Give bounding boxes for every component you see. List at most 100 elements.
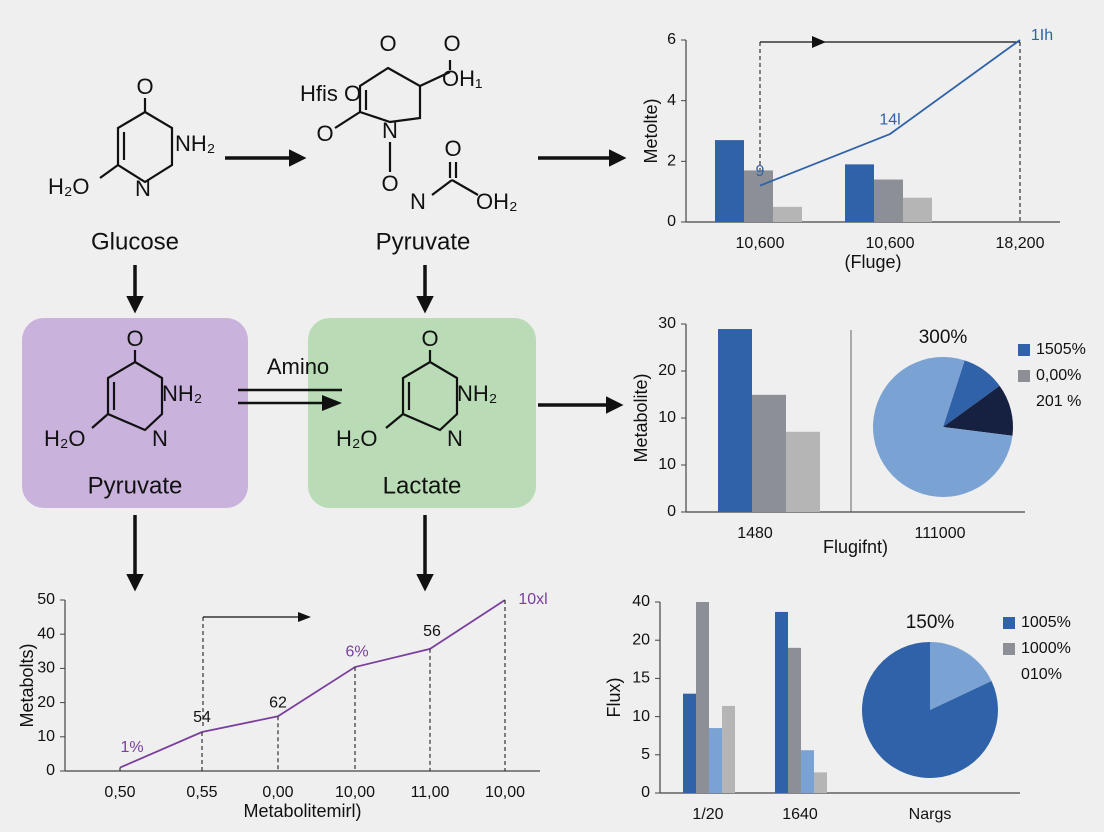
x-tick-label: 1480 xyxy=(737,525,773,542)
atom: O xyxy=(316,121,333,146)
atom: Hfis O xyxy=(300,81,361,106)
atom: NH₂ xyxy=(162,381,202,406)
legend-label: 1005% xyxy=(1021,614,1071,631)
x-tick-label: 10,600 xyxy=(866,235,915,252)
atom: H₂O xyxy=(48,174,90,199)
x-tick-label: 111000 xyxy=(914,525,965,542)
atom: O xyxy=(443,31,460,56)
pyruvate-box xyxy=(22,318,248,508)
legend-swatch xyxy=(1003,643,1015,655)
y-tick-label: 10 xyxy=(658,409,676,426)
bar xyxy=(773,206,802,222)
x-tick-label: 10,00 xyxy=(485,784,525,801)
arrow-label: Amino xyxy=(267,354,329,379)
annotation: 14l xyxy=(879,111,900,128)
y-tick-label: 10 xyxy=(658,456,676,473)
y-tick-label: 0 xyxy=(641,784,650,801)
y-axis-title: Metabolts) xyxy=(17,643,37,727)
pie-slice xyxy=(943,360,1000,427)
atom: O xyxy=(379,31,396,56)
atom: NH₂ xyxy=(175,131,215,156)
pie-slice xyxy=(873,357,1013,498)
bar xyxy=(845,164,874,222)
legend-label: 1000% xyxy=(1021,640,1071,657)
y-tick-label: 50 xyxy=(37,591,55,608)
bar xyxy=(722,705,735,793)
y-axis-title: Flux) xyxy=(604,678,624,718)
pie-slice xyxy=(943,385,1013,436)
bar xyxy=(683,693,696,793)
y-tick-label: 10 xyxy=(37,728,55,745)
atom: O xyxy=(421,326,438,351)
bar xyxy=(801,750,814,793)
bar xyxy=(903,197,932,222)
bar xyxy=(718,329,752,512)
x-tick-label: 0,55 xyxy=(186,784,217,801)
annotation: 54 xyxy=(193,709,211,726)
line xyxy=(119,599,506,769)
lactate-box xyxy=(308,318,536,508)
atom: N xyxy=(152,426,168,451)
atom: OH₁ xyxy=(442,66,482,91)
atom: O xyxy=(126,326,143,351)
x-axis-title: (Fluge) xyxy=(844,252,901,272)
atom: O xyxy=(136,74,153,99)
atom: H₂O xyxy=(44,426,86,451)
y-tick-label: 0 xyxy=(667,213,676,230)
atom: H₂O xyxy=(336,426,378,451)
legend-label: 1505% xyxy=(1036,341,1086,358)
atom: O xyxy=(444,136,461,161)
legend-swatch xyxy=(1003,617,1015,629)
legend-label: 0,00% xyxy=(1036,367,1081,384)
atom: N xyxy=(382,118,398,143)
x-tick-label: 1640 xyxy=(782,806,818,823)
annotation: 56 xyxy=(423,623,441,640)
atom: OH₂ xyxy=(476,189,518,214)
bar xyxy=(874,179,903,222)
bar xyxy=(788,647,801,793)
molecule-glucose: O NH₂ H₂O N Glucose xyxy=(48,74,215,256)
bar xyxy=(775,611,788,793)
x-axis-title: Metabolitemirl) xyxy=(243,801,361,821)
y-tick-label: 30 xyxy=(658,315,676,332)
annotation: 9 xyxy=(756,163,765,180)
y-tick-label: 4 xyxy=(667,92,676,109)
y-tick-label: 20 xyxy=(37,694,55,711)
bar xyxy=(814,772,827,793)
y-tick-label: 2 xyxy=(667,153,676,170)
atom: N xyxy=(447,426,463,451)
bar xyxy=(752,394,786,512)
x-tick-label: 10,600 xyxy=(736,235,785,252)
atom: O xyxy=(381,171,398,196)
y-tick-label: 15 xyxy=(632,670,650,687)
legend-label: 201 % xyxy=(1036,393,1081,410)
molecule-pyruvate-top: O O Hfis O OH₁ O N O O N OH₂ Pyruvate xyxy=(300,31,518,256)
molecule-lactate: O NH₂ H₂O N Lactate xyxy=(336,326,497,500)
arrows xyxy=(126,149,627,592)
legend-swatch xyxy=(1018,344,1030,356)
bar xyxy=(709,728,722,793)
molecule-pyruvate: O NH₂ H₂O N Pyruvate xyxy=(44,326,202,500)
molecule-name: Pyruvate xyxy=(376,228,471,255)
bar xyxy=(786,431,820,512)
y-tick-label: 20 xyxy=(658,362,676,379)
x-tick-label: 0,50 xyxy=(104,784,135,801)
x-tick-label: 11,00 xyxy=(411,784,450,801)
pie-slice xyxy=(862,642,998,778)
y-tick-label: 5 xyxy=(641,746,650,763)
x-tick-label: 10,00 xyxy=(335,784,375,801)
pie-slice xyxy=(930,642,992,710)
x-tick-label: Nargs xyxy=(909,806,952,823)
y-axis-title: Metolte) xyxy=(641,98,661,163)
x-tick-label: 1/20 xyxy=(692,806,723,823)
annotation: 10xl xyxy=(518,591,547,608)
x-tick-label: 18,200 xyxy=(996,235,1045,252)
atom: N xyxy=(135,176,151,201)
annotation: 6% xyxy=(345,643,368,660)
molecule-name: Lactate xyxy=(383,472,462,499)
molecule-name: Glucose xyxy=(91,228,179,255)
x-tick-label: 0,00 xyxy=(262,784,293,801)
y-tick-label: 0 xyxy=(667,503,676,520)
y-tick-label: 10 xyxy=(632,708,650,725)
